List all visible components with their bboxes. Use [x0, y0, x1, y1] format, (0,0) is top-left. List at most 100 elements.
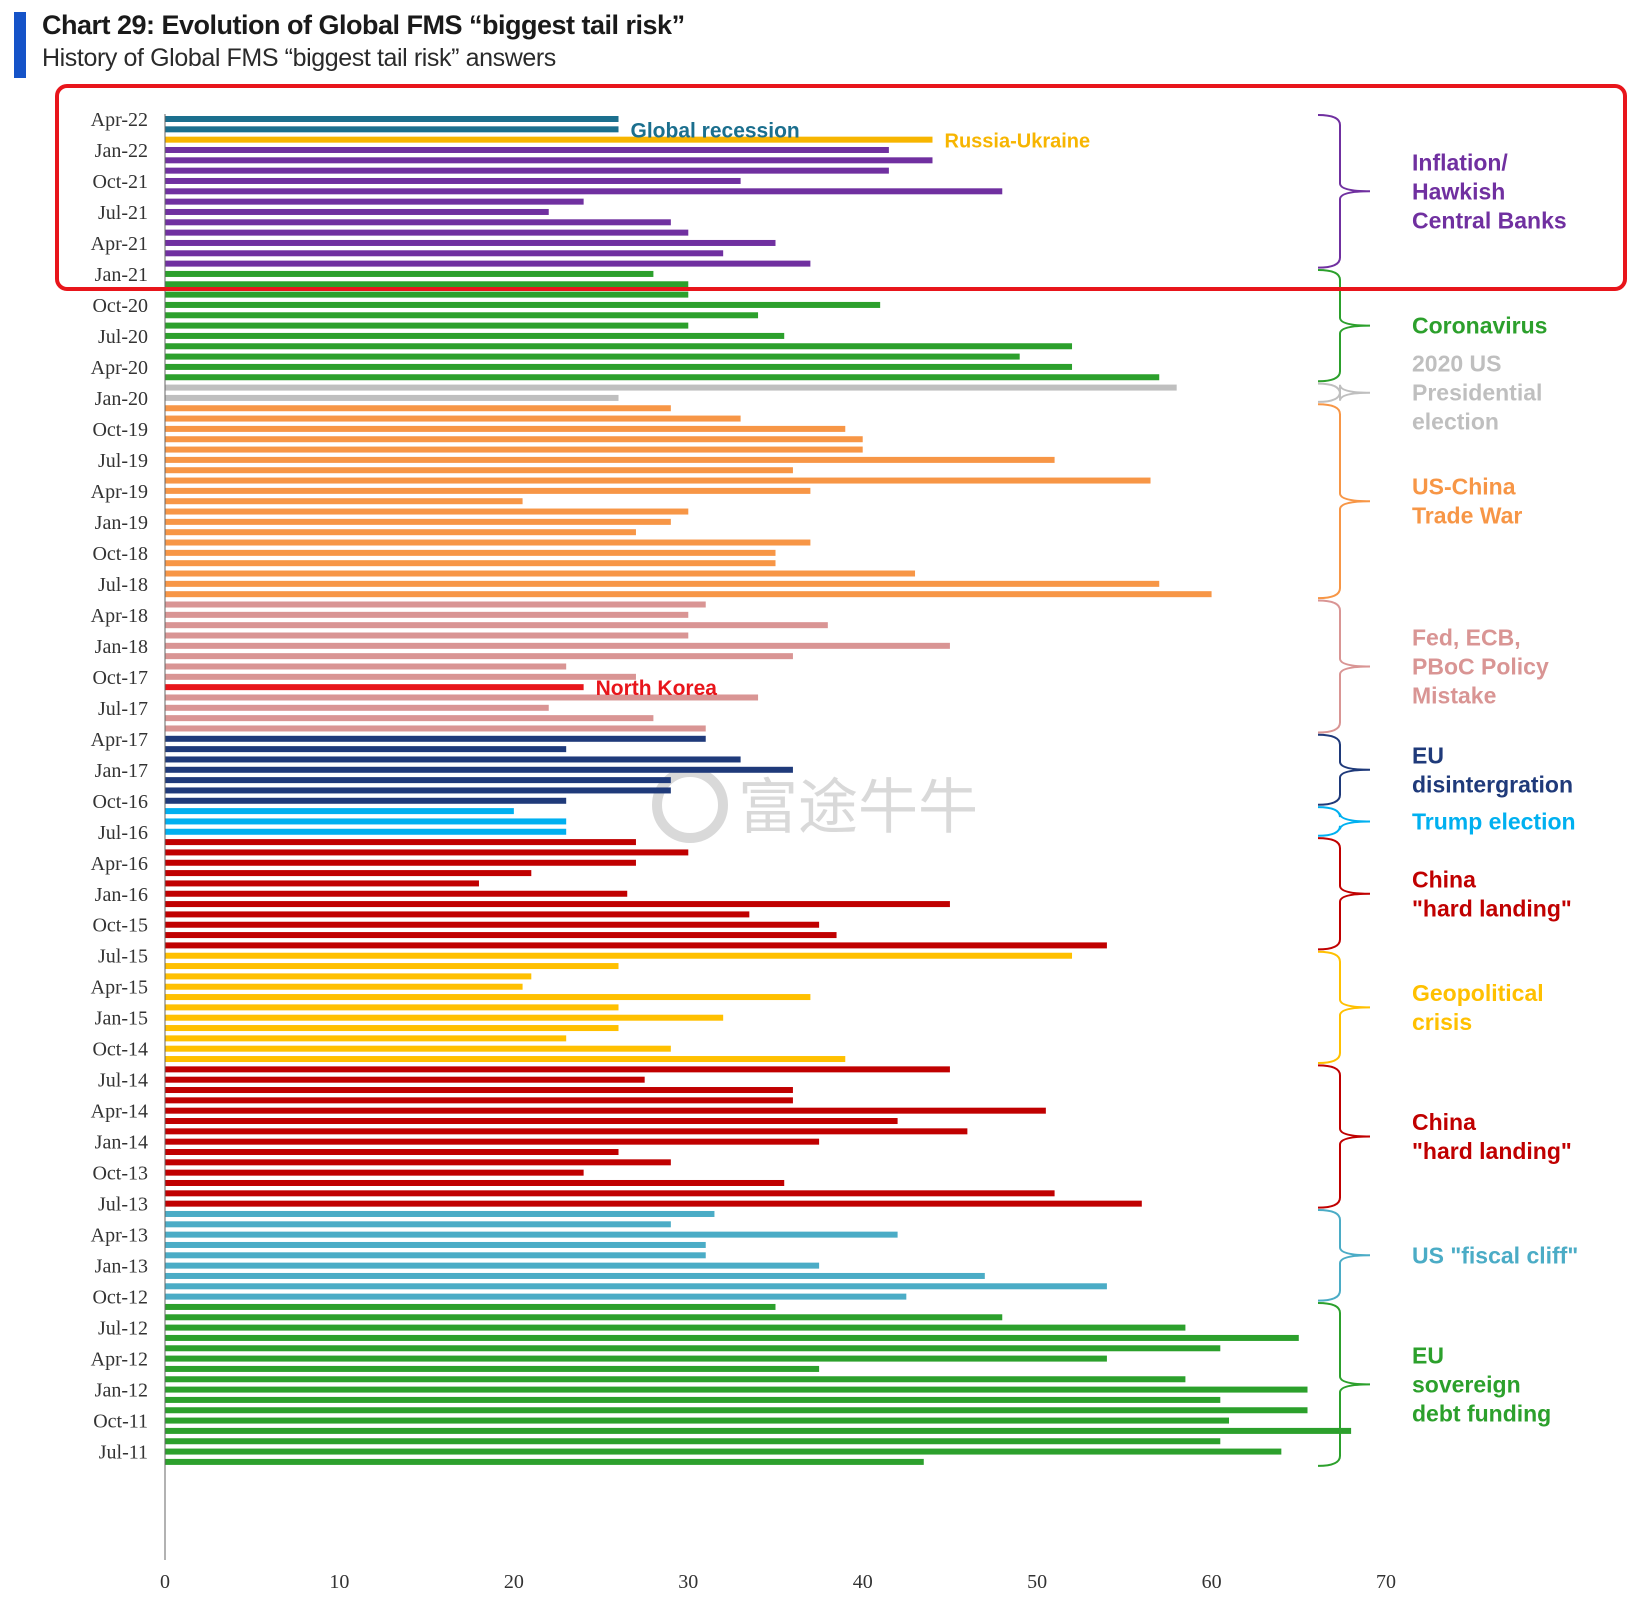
- bar-eu-sovereign-debt-funding: [165, 1438, 1221, 1445]
- bar-coronavirus: [165, 281, 689, 288]
- bar-eu-sovereign-debt-funding: [165, 1417, 1230, 1424]
- bar-inflation-hawkish-central-banks: [165, 208, 549, 215]
- bar-geopolitical-crisis: [165, 1035, 567, 1042]
- bar-eu-sovereign-debt-funding: [165, 1365, 820, 1372]
- bar-coronavirus: [165, 301, 881, 308]
- bar-eu-sovereign-debt-funding: [165, 1324, 1186, 1331]
- y-tick-label: Jul-17: [98, 698, 148, 720]
- bar-china-hard-landing: [165, 1087, 793, 1094]
- y-tick-label: Jul-12: [98, 1318, 148, 1340]
- group-bracket-us-fiscal-cliff: [1317, 1208, 1371, 1302]
- bar-us-china-trade-war: [165, 436, 863, 443]
- bar-eu-sovereign-debt-funding: [165, 1427, 1352, 1434]
- x-tick-label: 0: [160, 1571, 170, 1593]
- bar-china-hard-landing: [165, 849, 689, 856]
- group-bracket-inflation-hawkish-central-banks: [1317, 114, 1371, 269]
- y-tick-label: Oct-16: [92, 791, 148, 813]
- bar-trump-election: [165, 808, 514, 815]
- bar-inflation-hawkish-central-banks: [165, 198, 584, 205]
- bar-inflation-hawkish-central-banks: [165, 157, 933, 164]
- y-tick-label: Jan-19: [95, 512, 148, 534]
- bar-china-hard-landing: [165, 880, 479, 887]
- bar-eu-sovereign-debt-funding: [165, 1314, 1003, 1321]
- bar-china-hard-landing: [165, 890, 628, 897]
- bar-us-china-trade-war: [165, 498, 523, 505]
- bar-eu-disintergration: [165, 746, 567, 753]
- y-tick-label: Jan-14: [95, 1132, 148, 1154]
- x-tick-label: 50: [1027, 1571, 1047, 1593]
- bar-us-fiscal-cliff: [165, 1231, 898, 1238]
- bar-geopolitical-crisis: [165, 952, 1073, 959]
- bar-us-fiscal-cliff: [165, 1272, 985, 1279]
- y-tick-label: Oct-12: [92, 1287, 148, 1309]
- chart-title: Chart 29: Evolution of Global FMS “bigge…: [42, 10, 685, 40]
- y-tick-label: Jul-15: [98, 946, 148, 968]
- group-label-line: sovereign: [1412, 1371, 1521, 1397]
- bar-inflation-hawkish-central-banks: [165, 146, 889, 153]
- bar-china-hard-landing: [165, 1169, 584, 1176]
- bar-china-hard-landing: [165, 1179, 785, 1186]
- y-tick-label: Jul-18: [98, 574, 148, 596]
- bar-2020-us-presidential-election: [165, 394, 619, 401]
- bar-inflation-hawkish-central-banks: [165, 219, 671, 226]
- group-label-us-fiscal-cliff: US "fiscal cliff": [1412, 1242, 1578, 1268]
- bar-china-hard-landing: [165, 1118, 898, 1125]
- bar-fed-ecb-pboc-policy-mistake: [165, 642, 950, 649]
- bar-fed-ecb-pboc-policy-mistake: [165, 622, 828, 629]
- y-tick-label: Apr-14: [91, 1101, 148, 1123]
- bar-coronavirus: [165, 291, 689, 298]
- bar-global-recession: [165, 126, 619, 133]
- bar-us-china-trade-war: [165, 539, 811, 546]
- x-tick-label: 10: [329, 1571, 349, 1593]
- bar-geopolitical-crisis: [165, 963, 619, 970]
- y-tick-label: Jan-16: [95, 884, 148, 906]
- bar-coronavirus: [165, 312, 759, 319]
- group-label-line: EU: [1412, 742, 1444, 768]
- bar-us-china-trade-war: [165, 549, 776, 556]
- bar-china-hard-landing: [165, 1128, 968, 1135]
- group-label-line: 2020 US: [1412, 351, 1502, 377]
- bar-eu-disintergration: [165, 735, 706, 742]
- bar-china-hard-landing: [165, 1138, 820, 1145]
- bar-eu-sovereign-debt-funding: [165, 1386, 1308, 1393]
- y-tick-label: Apr-18: [91, 605, 148, 627]
- bar-coronavirus: [165, 343, 1073, 350]
- bar-fed-ecb-pboc-policy-mistake: [165, 704, 549, 711]
- bar-us-china-trade-war: [165, 425, 846, 432]
- y-tick-label: Oct-21: [92, 171, 148, 193]
- bar-coronavirus: [165, 270, 654, 277]
- bar-geopolitical-crisis: [165, 973, 532, 980]
- y-tick-label: Jul-16: [98, 822, 148, 844]
- x-tick-label: 70: [1376, 1571, 1396, 1593]
- group-label-line: China: [1412, 1109, 1476, 1135]
- group-label-eu-sovereign-debt-funding: EU sovereign debt funding: [1412, 1342, 1551, 1426]
- group-label-line: Geopolitical: [1412, 980, 1544, 1006]
- inline-labels: Global recession Russia-Ukraine North Kore…: [596, 119, 1091, 700]
- group-label-line: China: [1412, 866, 1476, 892]
- group-label-china-hard-landing: China "hard landing": [1412, 866, 1572, 921]
- y-tick-label: Oct-18: [92, 543, 148, 565]
- bar-fed-ecb-pboc-policy-mistake: [165, 715, 654, 722]
- bar-fed-ecb-pboc-policy-mistake: [165, 653, 793, 660]
- y-tick-label: Jul-19: [98, 450, 148, 472]
- group-label-line: EU: [1412, 1342, 1444, 1368]
- y-tick-label: Apr-22: [91, 109, 148, 131]
- bar-eu-sovereign-debt-funding: [165, 1396, 1221, 1403]
- group-label-inflation-hawkish-central-banks: Inflation/Hawkish Central Banks: [1412, 149, 1567, 233]
- bar-us-china-trade-war: [165, 467, 793, 474]
- bar-eu-disintergration: [165, 787, 671, 794]
- group-label-line: US "fiscal cliff": [1412, 1242, 1578, 1268]
- bar-us-china-trade-war: [165, 477, 1151, 484]
- group-label-line: crisis: [1412, 1009, 1472, 1035]
- group-bracket-china-hard-landing: [1317, 837, 1371, 951]
- annotation-russia-ukraine: Russia-Ukraine: [945, 131, 1091, 153]
- group-label-line: Fed, ECB,: [1412, 625, 1521, 651]
- bar-us-china-trade-war: [165, 518, 671, 525]
- bar-us-fiscal-cliff: [165, 1210, 715, 1217]
- bar-eu-sovereign-debt-funding: [165, 1376, 1186, 1383]
- bar-china-hard-landing: [165, 901, 950, 908]
- bar-fed-ecb-pboc-policy-mistake: [165, 663, 567, 670]
- bar-eu-sovereign-debt-funding: [165, 1458, 924, 1465]
- bar-2020-us-presidential-election: [165, 384, 1177, 391]
